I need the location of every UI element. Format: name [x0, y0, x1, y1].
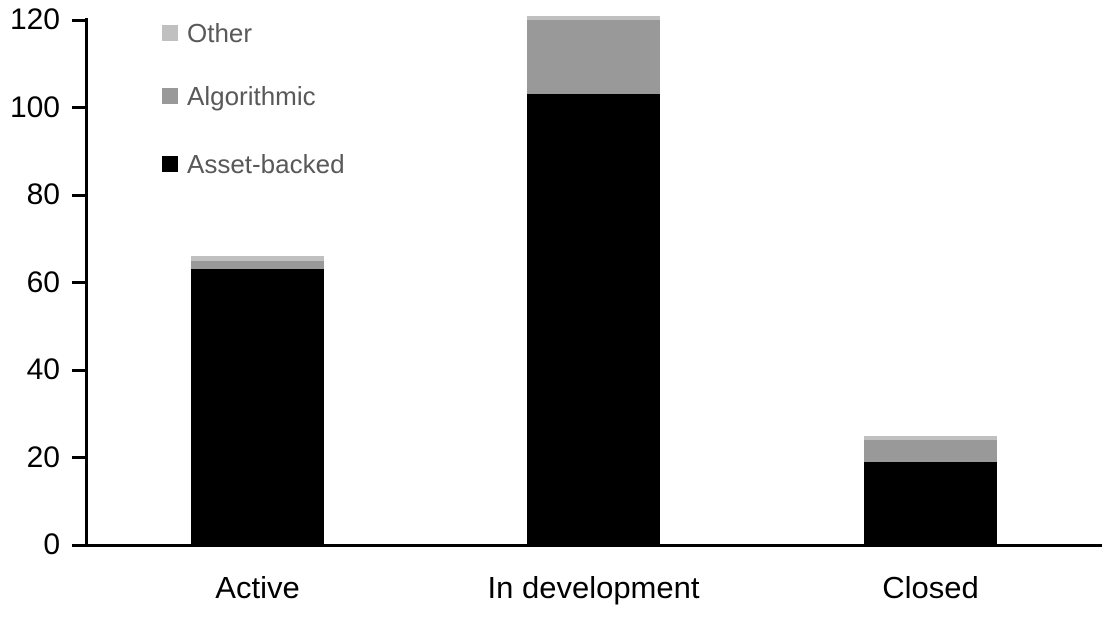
bar-segment-other-in-development	[527, 15, 660, 20]
y-tick-mark	[72, 281, 85, 284]
y-tick-label: 0	[43, 528, 60, 561]
legend-label: Algorithmic	[187, 81, 316, 111]
legend-swatch-other	[162, 25, 178, 41]
legend-item-algorithmic: Algorithmic	[162, 82, 316, 110]
y-tick-mark	[72, 456, 85, 459]
legend-item-asset-backed: Asset-backed	[162, 150, 345, 178]
legend-swatch-asset-backed	[162, 156, 178, 172]
y-axis-line	[85, 18, 88, 547]
x-category-label: Active	[215, 570, 300, 605]
bar-segment-algorithmic-active	[191, 260, 324, 270]
bar-segment-algorithmic-in-development	[527, 20, 660, 95]
bar-segment-algorithmic-closed	[864, 440, 997, 462]
y-tick-label: 40	[26, 353, 60, 386]
y-tick-label: 120	[9, 3, 60, 36]
x-category-label: In development	[487, 570, 700, 605]
y-tick-label: 80	[26, 178, 60, 211]
y-tick-mark	[72, 18, 85, 22]
bar-segment-asset-backed-closed	[864, 461, 997, 545]
y-tick-mark	[72, 193, 85, 197]
x-category-label: Closed	[882, 570, 979, 605]
y-tick-mark	[72, 368, 85, 372]
legend-label: Other	[187, 18, 253, 48]
bar-segment-other-active	[191, 256, 324, 261]
y-tick-label: 20	[26, 440, 60, 474]
y-tick-mark	[72, 106, 85, 109]
legend-label: Asset-backed	[187, 149, 345, 179]
bar-segment-asset-backed-active	[191, 269, 324, 545]
bar-segment-other-closed	[864, 435, 997, 440]
x-axis-line	[85, 544, 1102, 547]
y-tick-label: 60	[26, 265, 60, 299]
y-tick-label: 100	[9, 90, 60, 124]
bar-segment-asset-backed-in-development	[527, 94, 660, 545]
legend-item-other: Other	[162, 19, 252, 47]
legend-swatch-algorithmic	[162, 88, 178, 104]
y-tick-mark	[72, 543, 85, 547]
